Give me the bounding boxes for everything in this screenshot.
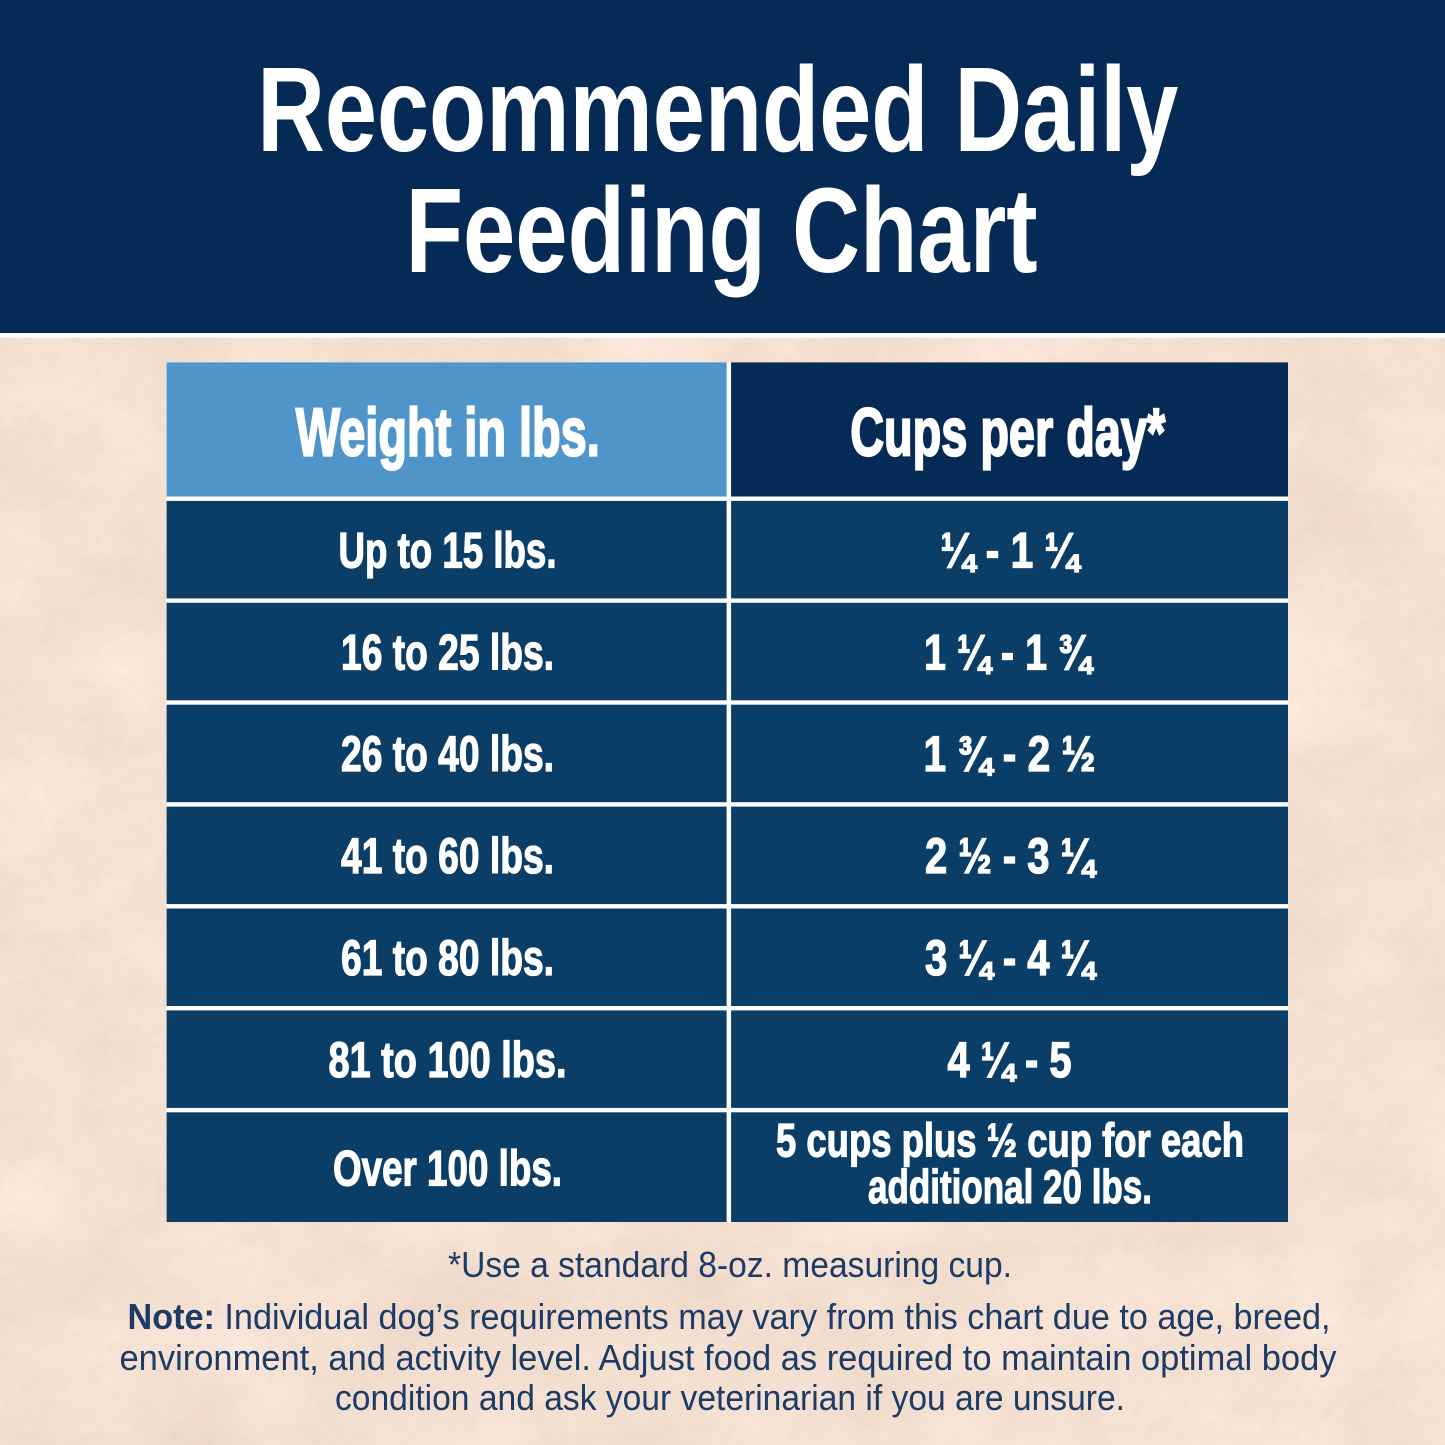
svg-text:Feeding Chart: Feeding Chart	[406, 162, 1038, 298]
svg-text:Weight in lbs.: Weight in lbs.	[296, 395, 600, 471]
svg-text:condition and ask your veterin: condition and ask your veterinarian if y…	[335, 1377, 1125, 1418]
svg-text:Note: Individual dog’s require: Note: Individual dog’s requirements may …	[128, 1296, 1331, 1337]
svg-text:¼ - 1 ¼: ¼ - 1 ¼	[941, 522, 1083, 578]
svg-text:1 ¾ - 2 ½: 1 ¾ - 2 ½	[924, 726, 1096, 782]
svg-text:2 ½ - 3 ¼: 2 ½ - 3 ¼	[925, 828, 1097, 884]
svg-text:environment, and activity leve: environment, and activity level. Adjust …	[120, 1337, 1337, 1378]
svg-text:81 to 100 lbs.: 81 to 100 lbs.	[329, 1032, 567, 1088]
svg-text:Over 100 lbs.: Over 100 lbs.	[333, 1140, 562, 1196]
svg-text:26 to 40 lbs.: 26 to 40 lbs.	[341, 726, 554, 782]
svg-text:41 to 60 lbs.: 41 to 60 lbs.	[341, 828, 554, 884]
svg-text:16 to 25 lbs.: 16 to 25 lbs.	[341, 624, 554, 680]
svg-text:additional 20 lbs.: additional 20 lbs.	[868, 1160, 1152, 1213]
svg-text:5 cups plus ½ cup for each: 5 cups plus ½ cup for each	[776, 1114, 1244, 1167]
svg-text:61 to 80 lbs.: 61 to 80 lbs.	[341, 930, 554, 986]
svg-text:4 ¼ - 5: 4 ¼ - 5	[948, 1032, 1072, 1088]
svg-text:3 ¼ - 4 ¼: 3 ¼ - 4 ¼	[925, 930, 1097, 986]
svg-text:*Use a standard 8-oz. measurin: *Use a standard 8-oz. measuring cup.	[448, 1244, 1012, 1285]
svg-text:Up to 15 lbs.: Up to 15 lbs.	[339, 522, 557, 578]
svg-text:Recommended Daily: Recommended Daily	[257, 41, 1178, 177]
svg-text:1 ¼ - 1 ¾: 1 ¼ - 1 ¾	[924, 624, 1094, 680]
svg-text:Cups per day*: Cups per day*	[850, 395, 1165, 471]
